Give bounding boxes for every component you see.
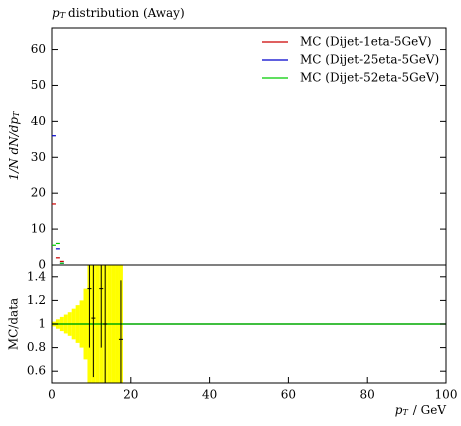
title-rest: distribution (Away) (68, 6, 185, 20)
y-tick-label: 0.6 (27, 364, 46, 378)
y-tick-label: 40 (31, 114, 46, 128)
x-label-sub: T (402, 408, 408, 417)
y-label-main: 1/N dN/dp (7, 117, 21, 181)
y-tick-label: 1.2 (27, 293, 46, 307)
y-tick-label: 1 (38, 317, 46, 331)
y-tick-label: 50 (31, 78, 46, 92)
x-tick-label: 0 (48, 388, 56, 402)
x-label-rest: / GeV (413, 403, 447, 417)
x-tick-label: 40 (202, 388, 217, 402)
x-tick-label: 100 (435, 388, 458, 402)
y-tick-label: 10 (31, 222, 46, 236)
y-axis-label: 1/N dN/dpT (7, 111, 22, 181)
chart-title: pT distribution (Away) (52, 6, 185, 21)
y-tick-label: 0 (38, 258, 46, 272)
x-label-var: p (395, 403, 403, 417)
y-tick-label: 30 (31, 150, 46, 164)
y-tick-label: 20 (31, 186, 46, 200)
y-tick-label: 60 (31, 42, 46, 56)
x-tick-label: 80 (360, 388, 375, 402)
legend-label: MC (Dijet-52eta-5GeV) (300, 71, 439, 85)
legend-label: MC (Dijet-25eta-5GeV) (300, 53, 439, 67)
title-var: p (52, 6, 60, 20)
y-tick-label: 0.8 (27, 340, 46, 354)
ratio-plot (52, 265, 446, 383)
legend-label: MC (Dijet-1eta-5GeV) (300, 35, 432, 49)
y-tick-label: 1.4 (27, 269, 46, 283)
ratio-label: MC/data (7, 298, 21, 350)
x-axis-label: pT / GeV (395, 403, 447, 418)
x-tick-label: 60 (281, 388, 296, 402)
y-label-sub: T (12, 111, 21, 117)
title-sub: T (60, 11, 66, 20)
x-tick-label: 20 (123, 388, 138, 402)
